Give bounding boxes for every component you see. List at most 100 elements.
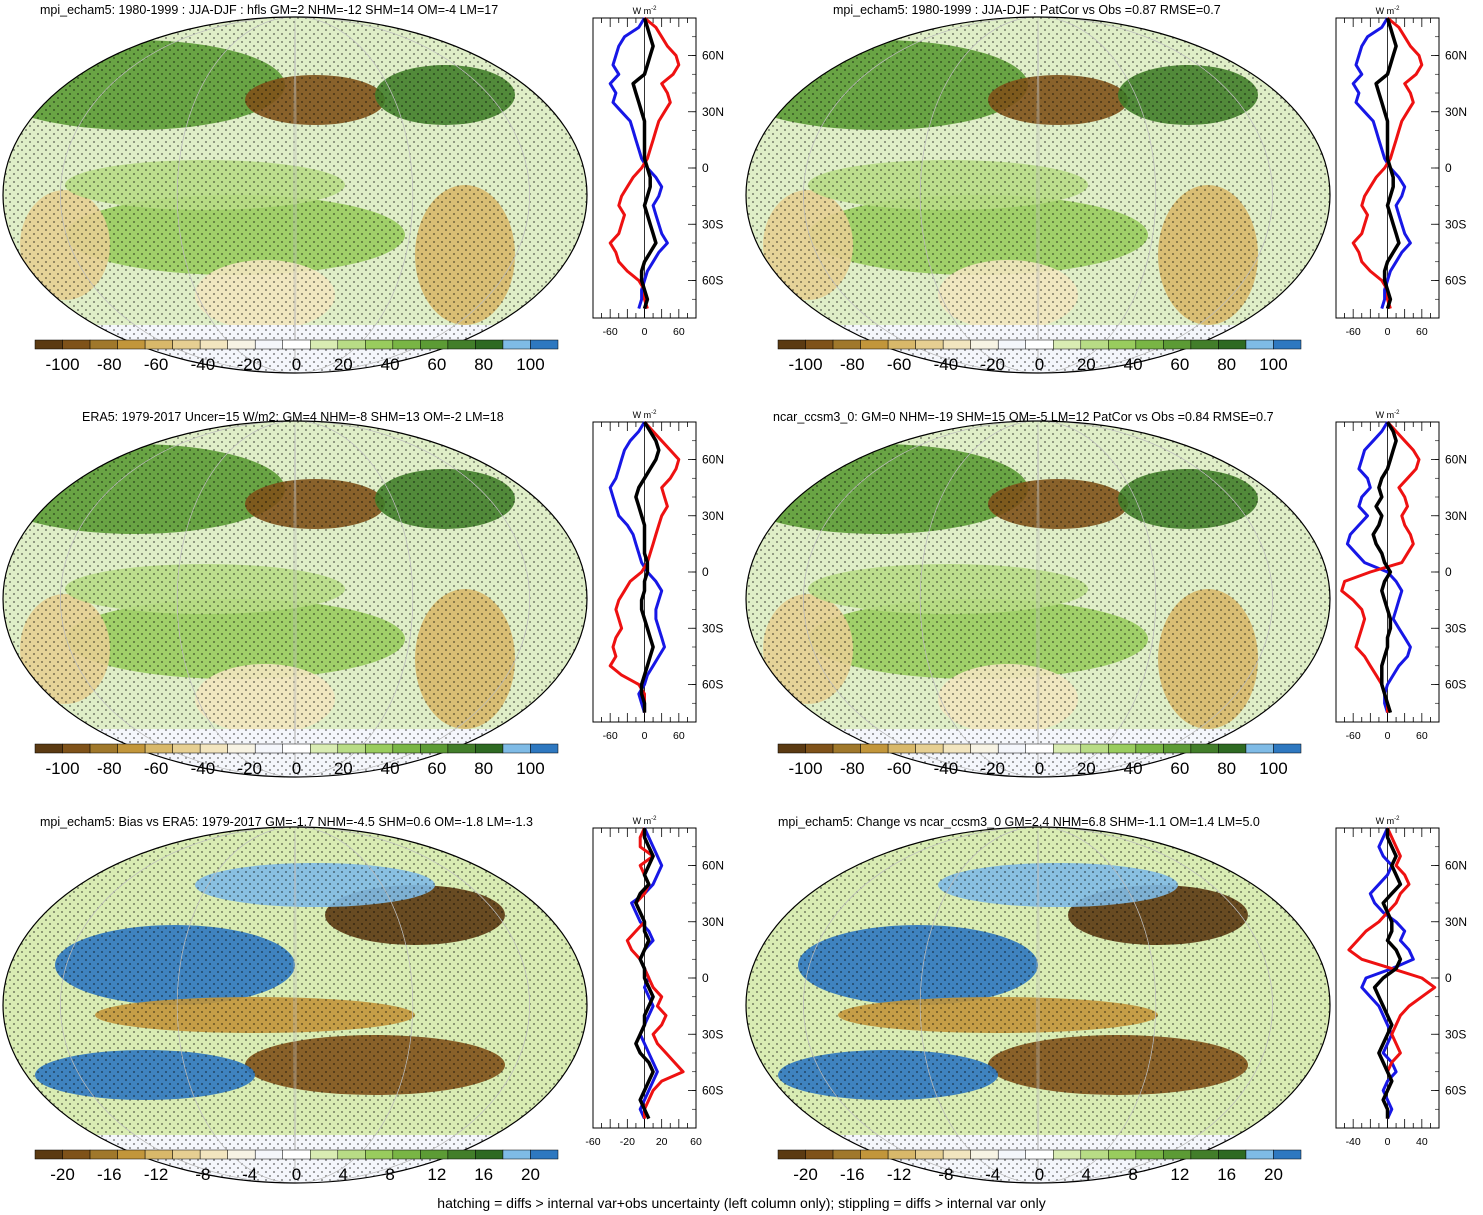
x-tick-label: -40: [1346, 1136, 1361, 1148]
x-tick-label: -60: [585, 1136, 600, 1148]
x-tick-label: 0: [642, 730, 648, 742]
colorbar-tick-label: 40: [1124, 759, 1143, 778]
colorbar-tick-label: 100: [1259, 355, 1287, 374]
panel-title: mpi_echam5: Bias vs ERA5: 1979-2017 GM=-…: [40, 815, 533, 829]
colorbar-swatch: [282, 743, 311, 754]
lat-tick-label: 60N: [702, 453, 724, 467]
colorbar-tick-label: 4: [339, 1165, 348, 1184]
lat-tick-label: 0: [702, 971, 709, 985]
colorbar-tick-label: -16: [840, 1165, 865, 1184]
colorbar-swatch: [1053, 1149, 1082, 1160]
colorbar-tick-label: -80: [840, 355, 865, 374]
colorbar-swatch: [89, 339, 118, 350]
colorbar-tick-label: 60: [1170, 355, 1189, 374]
lat-tick-label: 0: [1445, 565, 1452, 579]
map-field: [746, 827, 1330, 1183]
colorbar-tick-label: 4: [1082, 1165, 1091, 1184]
colorbar-swatch: [1273, 339, 1302, 350]
colorbar-swatch: [502, 1149, 531, 1160]
colorbar-swatch: [1190, 743, 1219, 754]
colorbar-swatch: [777, 339, 806, 350]
series-line-black: [631, 17, 658, 310]
colorbar-swatch: [1108, 1149, 1137, 1160]
map-chart: -100 -80 -60 -40 -20 0 20 40 60 80 10060N30N030S60…: [2, 410, 724, 778]
units-exponent: -2: [1394, 816, 1400, 822]
series-line-blue: [1360, 827, 1415, 1120]
colorbar-swatch: [832, 339, 861, 350]
colorbar-swatch: [34, 339, 63, 350]
colorbar-swatch: [915, 1149, 944, 1160]
colorbar-tick-label: -80: [840, 759, 865, 778]
colorbar-swatch: [805, 1149, 834, 1160]
colorbar-swatch: [1053, 743, 1082, 754]
colorbar-tick-label: 16: [474, 1165, 493, 1184]
colorbar-tick-label: 100: [516, 355, 544, 374]
map-chart: -20 -16 -12 -8 -4 0 4 8 12 16 20 60N 30N 0 30S 60S -60 -2…: [2, 816, 724, 1184]
colorbar-tick-label: -60: [887, 759, 912, 778]
colorbar-swatch: [337, 1149, 366, 1160]
series-line-blue: [608, 421, 666, 714]
colorbar-swatch: [420, 743, 449, 754]
colorbar-swatch: [117, 743, 146, 754]
colorbar: -100 -80 -60 -40 -20 0 20 40 60 80 100: [34, 743, 559, 778]
colorbar-swatch: [887, 1149, 916, 1160]
colorbar-tick-label: 0: [292, 759, 301, 778]
zonal-profile: 60N 30N 0 30S 60S -60 -20 20 60 W m-2: [585, 816, 724, 1148]
colorbar-swatch: [447, 339, 476, 350]
lat-tick-label: 30N: [702, 105, 724, 119]
colorbar-swatch: [805, 743, 834, 754]
map-field: [746, 17, 1330, 373]
colorbar-swatch: [282, 339, 311, 350]
lat-tick-label: 30N: [1445, 105, 1467, 119]
x-tick-label: 60: [673, 326, 685, 338]
colorbar-swatch: [970, 743, 999, 754]
colorbar-swatch: [310, 743, 339, 754]
colorbar-tick-label: -60: [144, 759, 169, 778]
units-exponent: -2: [651, 816, 657, 822]
colorbar-tick-label: -100: [789, 759, 823, 778]
colorbar-swatch: [475, 1149, 504, 1160]
colorbar-swatch: [117, 1149, 146, 1160]
lat-tick-label: 60S: [1445, 1084, 1466, 1098]
panel-p6: mpi_echam5: Change vs ncar_ccsm3_0 GM=2.…: [743, 810, 1483, 1190]
series-line-blue: [1345, 421, 1412, 714]
colorbar: -100 -80 -60 -40 -20 0 20 40 60 80 100: [34, 339, 559, 374]
x-tick-label: 0: [1385, 730, 1391, 742]
zonal-profile: 60N 30N 0 30S 60S -40 0 40 W m-2: [1335, 816, 1467, 1148]
colorbar-tick-label: 16: [1217, 1165, 1236, 1184]
series-line-blue: [608, 17, 669, 310]
lat-tick-label: 60N: [1445, 859, 1467, 873]
colorbar-swatch: [117, 339, 146, 350]
x-tick-label: -60: [603, 730, 618, 742]
colorbar-tick-label: 20: [1077, 759, 1096, 778]
lat-tick-label: 30N: [1445, 915, 1467, 929]
x-tick-label: -60: [1346, 326, 1361, 338]
colorbar-tick-label: -80: [97, 355, 122, 374]
colorbar-tick-label: 12: [1170, 1165, 1189, 1184]
colorbar-swatch: [144, 743, 173, 754]
colorbar-tick-label: -20: [980, 759, 1005, 778]
colorbar-swatch: [144, 1149, 173, 1160]
map-chart: -100 -80 -60 -40 -20 0 20 40 60 80 10060N30N030S60…: [745, 6, 1467, 374]
colorbar-swatch: [447, 1149, 476, 1160]
colorbar-swatch: [199, 743, 228, 754]
series-line-red: [608, 420, 681, 713]
colorbar-swatch: [1190, 339, 1219, 350]
panel-title: mpi_echam5: 1980-1999 : JJA-DJF : PatCor…: [833, 3, 1221, 17]
colorbar-tick-label: 60: [1170, 759, 1189, 778]
colorbar-tick-label: -100: [46, 759, 80, 778]
colorbar-swatch: [887, 339, 916, 350]
colorbar-swatch: [199, 339, 228, 350]
lat-tick-label: 0: [702, 565, 709, 579]
colorbar-swatch: [502, 339, 531, 350]
lat-tick-label: 60S: [1445, 274, 1466, 288]
series-line-black: [1371, 421, 1398, 714]
lat-tick-label: 60S: [1445, 678, 1466, 692]
colorbar-swatch: [1245, 743, 1274, 754]
lat-tick-label: 60S: [702, 274, 723, 288]
lat-tick-label: 0: [1445, 971, 1452, 985]
colorbar-tick-label: -100: [46, 355, 80, 374]
colorbar-swatch: [942, 339, 971, 350]
colorbar-tick-label: -4: [242, 1165, 257, 1184]
colorbar-swatch: [227, 743, 256, 754]
